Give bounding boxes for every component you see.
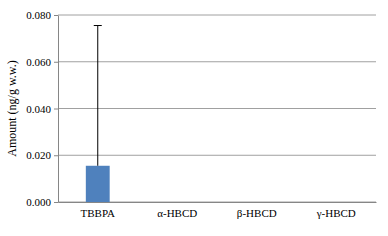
y-tick: 0.080: [26, 9, 58, 21]
y-tick-mark: [54, 155, 58, 156]
plot-area: 0.000 0.020 0.040 0.060 0.080 TBBPA α-HBCD β-HB…: [26, 9, 376, 219]
grid-line: [58, 108, 376, 109]
y-axis: 0.000 0.020 0.040 0.060 0.080: [26, 9, 58, 208]
x-tick-label: TBBPA: [81, 207, 116, 219]
y-tick: 0.020: [26, 149, 58, 161]
y-axis-title: Amount (ng/g w.w.): [5, 60, 19, 156]
x-tick-label: γ-HBCD: [316, 207, 356, 219]
x-tick: β-HBCD: [237, 202, 277, 219]
x-axis-line: [59, 202, 377, 203]
y-tick-label: 0.020: [26, 149, 51, 161]
x-tick-label: β-HBCD: [237, 207, 277, 219]
y-tick-label: 0.040: [26, 103, 51, 115]
y-tick-mark: [54, 109, 58, 110]
bar: [165, 202, 189, 203]
chart: 0.000 0.020 0.040 0.060 0.080 TBBPA α-HBCD β-HB…: [0, 0, 388, 236]
error-bar-cap: [94, 25, 102, 26]
error-bar: [94, 26, 102, 166]
marks: [86, 26, 110, 202]
x-tick: γ-HBCD: [316, 202, 356, 219]
error-bar-stem: [97, 26, 98, 166]
y-tick: 0.040: [26, 103, 58, 115]
x-tick-label: α-HBCD: [157, 207, 197, 219]
grid: [58, 15, 376, 202]
y-tick-mark: [54, 62, 58, 63]
y-axis-line: [58, 16, 59, 203]
y-tick-mark: [54, 202, 58, 203]
bar: [86, 166, 110, 202]
y-tick: 0.060: [26, 56, 58, 68]
y-tick-label: 0.000: [26, 196, 51, 208]
grid-line: [58, 155, 376, 156]
x-tick: α-HBCD: [157, 202, 197, 219]
bar: [324, 202, 348, 203]
bar: [245, 202, 269, 203]
y-tick-label: 0.060: [26, 56, 51, 68]
x-axis: TBBPA α-HBCD β-HBCD γ-HBCD: [59, 202, 377, 219]
y-tick: 0.000: [26, 196, 58, 208]
y-tick-mark: [54, 15, 58, 16]
x-tick: TBBPA: [81, 202, 116, 219]
y-tick-label: 0.080: [26, 9, 51, 21]
grid-line: [58, 15, 376, 16]
grid-line: [58, 61, 376, 62]
